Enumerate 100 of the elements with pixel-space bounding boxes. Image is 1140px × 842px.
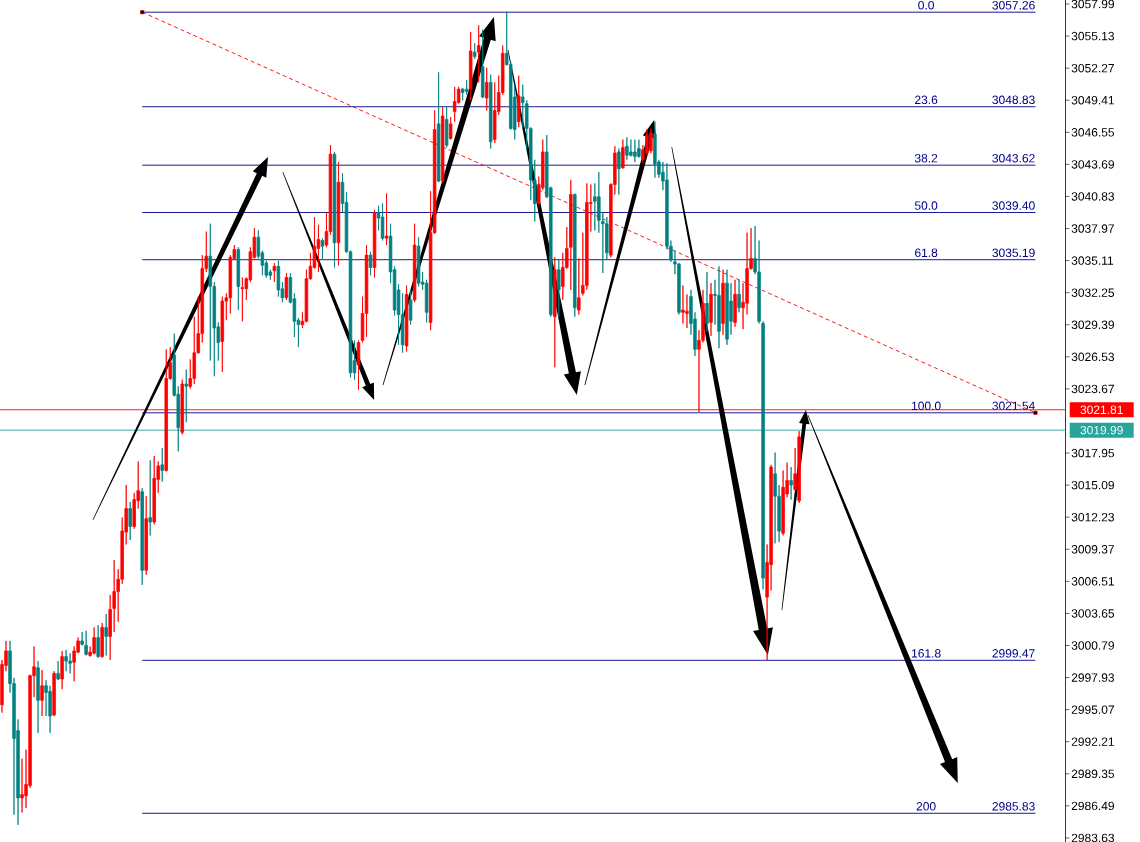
candlestick (404, 284, 409, 352)
candlestick (284, 272, 289, 301)
y-tick-label: 2989.35 (1071, 769, 1115, 779)
candlestick (737, 279, 741, 313)
y-tick-label: 3032.25 (1071, 288, 1115, 297)
y-tick-label: 2995.07 (1071, 705, 1114, 714)
y-tick-label: 3037.97 (1071, 224, 1114, 233)
candlestick (617, 148, 621, 195)
candlestick (336, 161, 341, 266)
candlestick (36, 660, 40, 734)
candlestick (517, 75, 521, 128)
y-tick-label: 2983.63 (1071, 833, 1115, 842)
y-tick-label: 3000.79 (1071, 641, 1114, 650)
y-tick-label: 3026.53 (1071, 352, 1115, 362)
candlestick (408, 289, 413, 326)
ref-line-label: 3048.83 (992, 95, 1035, 105)
ref-line-label: 3021.81 (1080, 405, 1123, 415)
candlestick (705, 271, 709, 332)
candlestick (476, 24, 481, 83)
y-tick-label: 3043.69 (1071, 160, 1114, 169)
candlestick (220, 296, 225, 373)
y-tick-label: 3023.67 (1071, 384, 1114, 394)
candlestick (356, 339, 361, 391)
candlestick (272, 262, 277, 283)
candlestick (92, 627, 96, 655)
candlestick (633, 139, 637, 163)
annotation: 100.0 (911, 401, 941, 411)
candlestick (721, 269, 725, 336)
ref-line-label: 3035.19 (992, 248, 1035, 258)
y-tick-label: 2992.21 (1071, 737, 1114, 746)
annotation: 23.6 (915, 95, 938, 105)
candlestick (60, 650, 64, 690)
candlestick (104, 613, 108, 656)
candlestick (236, 246, 241, 311)
ref-line-label: 3019.99 (1080, 425, 1123, 435)
candlestick (472, 42, 477, 60)
y-tick-label: 2997.93 (1071, 673, 1115, 682)
candlestick (480, 29, 485, 99)
candlestick (148, 459, 152, 536)
candlestick (577, 258, 581, 315)
candlestick (553, 256, 557, 368)
candlestick (368, 251, 373, 276)
ref-line-label: 3039.40 (992, 201, 1035, 210)
candlestick (384, 193, 389, 246)
candlestick (412, 223, 417, 303)
ref-line-label: 3043.62 (992, 153, 1035, 163)
annotation: 61.8 (915, 248, 938, 258)
y-tick-label: 3029.39 (1071, 320, 1114, 329)
candlestick (797, 430, 801, 504)
candlestick (773, 452, 777, 544)
candlestick (557, 259, 561, 318)
candlestick (569, 179, 573, 291)
candlestick (52, 670, 56, 717)
ref-line-label: 2999.47 (992, 649, 1035, 658)
annotation: 0.0 (918, 1, 934, 10)
candlestick (380, 203, 385, 241)
candlestick (725, 269, 729, 346)
candlestick (320, 237, 325, 260)
ref-line-label: 2985.83 (992, 802, 1035, 811)
y-tick-label: 3003.65 (1071, 609, 1115, 618)
y-tick-label: 3055.13 (1071, 31, 1115, 41)
annotation: 161.8 (911, 649, 941, 658)
candlestick (573, 193, 577, 318)
candlestick (160, 447, 164, 483)
candlestick (440, 106, 445, 183)
y-tick-label: 3035.11 (1071, 256, 1114, 265)
candlestick (444, 106, 449, 148)
candlestick (717, 265, 721, 349)
candlestick (637, 139, 641, 158)
candlestick (276, 260, 281, 298)
candlestick (240, 277, 245, 322)
candlestick (436, 71, 441, 183)
candlestick (649, 127, 653, 154)
y-tick-label: 3052.27 (1071, 63, 1114, 73)
y-tick-label: 3017.95 (1071, 448, 1115, 458)
candlestick (484, 67, 489, 111)
candlestick (144, 495, 148, 576)
ref-line-label: 3057.26 (992, 1, 1035, 10)
candlestick (416, 236, 421, 287)
candlestick (184, 369, 188, 423)
y-tick-label: 3009.37 (1071, 545, 1114, 554)
y-tick-label: 3015.09 (1071, 480, 1114, 490)
candlestick (468, 31, 473, 101)
candlestick (621, 139, 625, 170)
y-tick-label: 3046.55 (1071, 128, 1115, 137)
candlestick (452, 86, 457, 123)
candlestick (140, 487, 144, 586)
candlestick (100, 622, 104, 659)
candlestick (585, 182, 589, 291)
y-tick-label: 2986.49 (1071, 801, 1114, 811)
candlestick (64, 649, 68, 672)
candlestick (681, 284, 685, 324)
y-tick-label: 3057.99 (1071, 0, 1114, 9)
candlestick (56, 660, 60, 681)
candlestick (128, 501, 132, 541)
candlestick (96, 624, 100, 659)
candlestick (448, 116, 453, 140)
candlestick (733, 279, 737, 328)
y-tick-label: 3040.83 (1071, 192, 1115, 201)
annotation: 200 (916, 802, 936, 811)
